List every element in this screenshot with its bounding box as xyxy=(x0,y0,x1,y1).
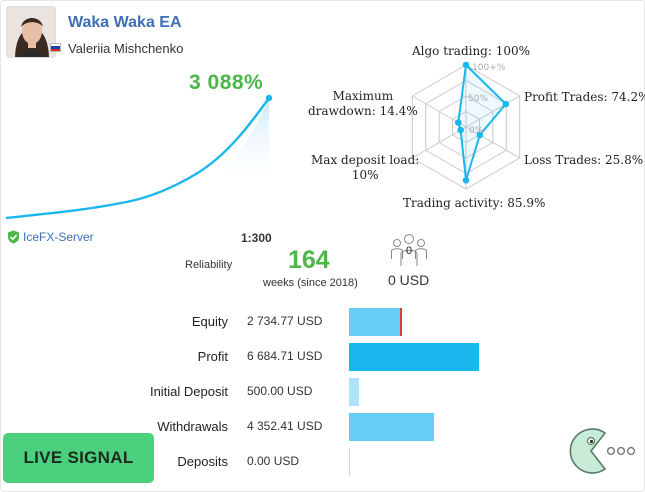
fin-bar-track xyxy=(349,413,479,441)
server-name[interactable]: IceFX-Server xyxy=(23,230,94,244)
fin-row-deposits: Deposits 0.00 USD xyxy=(1,448,645,476)
radar-point-4 xyxy=(457,126,464,134)
radar-axis-4 xyxy=(412,126,467,159)
weeks-count: 164 xyxy=(288,246,330,274)
growth-end-point xyxy=(265,94,273,102)
fin-bar xyxy=(349,308,403,336)
subscribers-funds: 0 USD xyxy=(388,272,430,288)
subscribers-icon: 0 xyxy=(391,234,427,266)
reliability-label: Reliability xyxy=(185,259,233,271)
fin-label: Initial Deposit xyxy=(149,384,228,399)
fin-row-initial-deposit: Initial Deposit 500.00 USD xyxy=(1,378,645,406)
radar-label-max-drawdown: Maximum drawdown: 14.4% xyxy=(308,89,418,118)
weeks-label: weeks (since 2018) xyxy=(263,277,358,289)
growth-area xyxy=(191,98,269,186)
radar-point-0 xyxy=(462,61,470,69)
fin-value: 0.00 USD xyxy=(247,454,300,468)
radar-ring-label-50: 50% xyxy=(468,94,488,104)
growth-chart xyxy=(5,94,273,220)
fin-label: Withdrawals xyxy=(157,419,228,434)
radar-label-max-deposit-load: Max deposit load: 10% xyxy=(311,153,420,182)
radar-grid xyxy=(411,64,521,190)
radar-point-3 xyxy=(462,176,470,184)
subscribers-count: 0 xyxy=(406,245,412,257)
fin-value: 500.00 USD xyxy=(247,384,313,398)
radar-ring-label-0: 0% xyxy=(469,126,484,136)
shield-check-icon xyxy=(8,230,19,244)
fin-bar-track xyxy=(349,448,479,476)
live-signal-badge[interactable]: LIVE SIGNAL xyxy=(3,433,154,483)
fin-value: 6 684.71 USD xyxy=(247,349,323,363)
radar-axis-1 xyxy=(465,95,520,128)
growth-value: 3 088% xyxy=(189,71,264,94)
fin-label: Profit xyxy=(197,349,228,364)
server-info[interactable]: IceFX-Server xyxy=(7,230,94,244)
radar-points xyxy=(454,61,510,184)
radar-point-1 xyxy=(502,100,510,108)
fin-bar xyxy=(349,448,350,476)
fin-row-profit: Profit 6 684.71 USD xyxy=(1,343,645,371)
fin-row-withdrawals: Withdrawals 4 352.41 USD xyxy=(1,413,645,441)
fin-label: Deposits xyxy=(177,454,228,469)
radar-chart: 100+% 50% 0% xyxy=(411,61,521,190)
radar-point-5 xyxy=(454,119,462,126)
author-avatar[interactable] xyxy=(6,6,56,58)
fin-bar-track xyxy=(349,308,479,336)
fin-label: Equity xyxy=(191,314,228,329)
fin-bar xyxy=(349,343,479,371)
radar-label-loss-trades: Loss Trades: 25.8% xyxy=(524,153,644,167)
fin-bar xyxy=(349,413,434,441)
fin-bar-track xyxy=(349,343,479,371)
radar-label-profit-trades: Profit Trades: 74.2% xyxy=(524,90,645,104)
fin-value: 4 352.41 USD xyxy=(247,419,323,433)
author-name[interactable]: Valeriia Mishchenko xyxy=(68,41,184,56)
radar-shape xyxy=(457,62,508,181)
radar-axis-2 xyxy=(465,126,520,159)
radar-ring-label-100: 100+% xyxy=(472,63,506,73)
radar-point-2 xyxy=(476,131,484,139)
radar-label-algo: Algo trading: 100% xyxy=(412,44,531,58)
pacman-logo-icon xyxy=(569,428,636,474)
russia-flag-icon xyxy=(50,43,61,52)
leverage-value: 1:300 xyxy=(241,231,272,245)
fin-row-equity: Equity 2 734.77 USD xyxy=(1,308,645,336)
fin-bar-track xyxy=(349,378,479,406)
fin-value: 2 734.77 USD xyxy=(247,314,323,328)
growth-line xyxy=(5,97,270,220)
fin-bar xyxy=(349,378,359,406)
radar-label-trading-activity: Trading activity: 85.9% xyxy=(403,196,546,210)
signal-title[interactable]: Waka Waka EA xyxy=(68,14,182,31)
